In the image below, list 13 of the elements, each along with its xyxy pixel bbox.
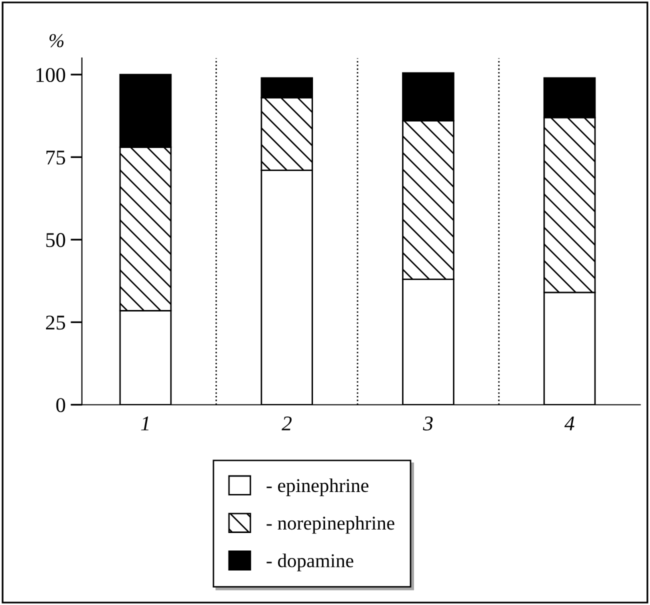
legend-label: - epinephrine <box>266 478 368 496</box>
y-tick-label: 25 <box>46 316 66 330</box>
y-tick-label: 50 <box>46 233 66 248</box>
x-tick-label: 4 <box>564 416 574 430</box>
y-tick-label: 0 <box>56 398 66 412</box>
legend-label: - dopamine <box>266 554 354 572</box>
legend-label: - norepinephrine <box>266 516 394 534</box>
y-tick-label: 100 <box>36 68 66 82</box>
y-axis-title: % <box>50 34 64 48</box>
y-tick-label: 75 <box>46 150 66 165</box>
x-tick-label: 1 <box>141 416 148 430</box>
x-tick-label: 2 <box>282 416 292 430</box>
x-tick-label: 3 <box>422 416 433 431</box>
